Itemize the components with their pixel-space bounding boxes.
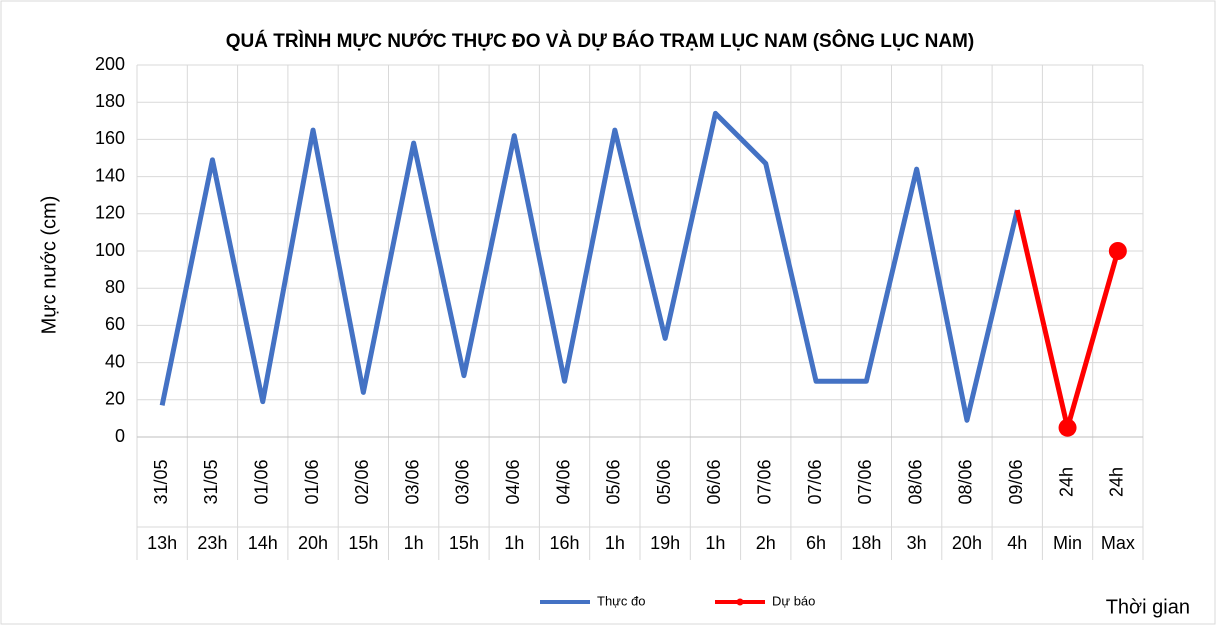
x-tick-label: 04/06: [553, 459, 573, 504]
x-tick-label: 03/06: [402, 459, 422, 504]
x-tick-label: 24h: [1056, 467, 1076, 497]
x-sub-tick-label: 1h: [504, 533, 524, 553]
x-sub-tick-label: 19h: [650, 533, 680, 553]
x-sub-tick-label: 16h: [550, 533, 580, 553]
x-tick-label: 05/06: [604, 459, 624, 504]
x-tick-label: 01/06: [302, 459, 322, 504]
x-sub-tick-label: 15h: [348, 533, 378, 553]
y-axis-title: Mực nước (cm): [38, 196, 60, 335]
legend-label: Thực đo: [597, 593, 645, 608]
x-sub-tick-label: 3h: [907, 533, 927, 553]
x-tick-label: 07/06: [805, 459, 825, 504]
x-sub-tick-label: Max: [1101, 533, 1135, 553]
legend-label: Dự báo: [772, 593, 815, 608]
x-tick-label: 07/06: [855, 459, 875, 504]
x-sub-tick-label: 20h: [298, 533, 328, 553]
series-marker: [1058, 418, 1077, 437]
y-tick-label: 80: [105, 277, 125, 297]
x-tick-label: 03/06: [453, 459, 473, 504]
y-tick-label: 140: [95, 165, 125, 185]
x-sub-tick-label: 6h: [806, 533, 826, 553]
series-line: [159, 110, 1020, 423]
x-sub-tick-label: 23h: [197, 533, 227, 553]
x-sub-tick-label: 18h: [851, 533, 881, 553]
x-tick-label: 05/06: [654, 459, 674, 504]
x-tick-label: 06/06: [704, 459, 724, 504]
x-tick-label: 09/06: [1006, 459, 1026, 504]
legend-marker: [736, 598, 744, 606]
y-tick-label: 160: [95, 128, 125, 148]
y-tick-label: 60: [105, 314, 125, 334]
y-tick-label: 20: [105, 389, 125, 409]
y-tick-label: 200: [95, 54, 125, 74]
x-tick-label: 02/06: [352, 459, 372, 504]
x-sub-tick-label: 14h: [248, 533, 278, 553]
x-sub-tick-label: 4h: [1007, 533, 1027, 553]
x-tick-label: 08/06: [956, 459, 976, 504]
x-sub-tick-label: 20h: [952, 533, 982, 553]
series-marker: [1108, 242, 1127, 260]
x-axis-title: Thời gian: [1106, 596, 1190, 618]
x-tick-label: 08/06: [905, 459, 925, 504]
x-tick-label: 04/06: [503, 459, 523, 504]
x-sub-tick-label: 1h: [404, 533, 424, 553]
x-sub-tick-label: 2h: [756, 533, 776, 553]
y-tick-label: 0: [115, 426, 125, 446]
y-tick-label: 40: [105, 351, 125, 371]
x-sub-tick-label: Min: [1053, 533, 1082, 553]
x-sub-tick-label: 13h: [147, 533, 177, 553]
x-tick-label: 24h: [1107, 467, 1127, 497]
y-tick-label: 180: [95, 91, 125, 111]
x-tick-label: 07/06: [755, 459, 775, 504]
chart-title: QUÁ TRÌNH MỰC NƯỚC THỰC ĐO VÀ DỰ BÁO TRẠ…: [226, 30, 974, 52]
y-tick-label: 120: [95, 203, 125, 223]
x-sub-tick-label: 1h: [605, 533, 625, 553]
x-tick-label: 01/06: [252, 459, 272, 504]
y-tick-label: 100: [95, 240, 125, 260]
x-sub-tick-label: 15h: [449, 533, 479, 553]
x-tick-label: 31/05: [151, 459, 171, 504]
x-tick-label: 31/05: [201, 459, 221, 504]
x-sub-tick-label: 1h: [705, 533, 725, 553]
